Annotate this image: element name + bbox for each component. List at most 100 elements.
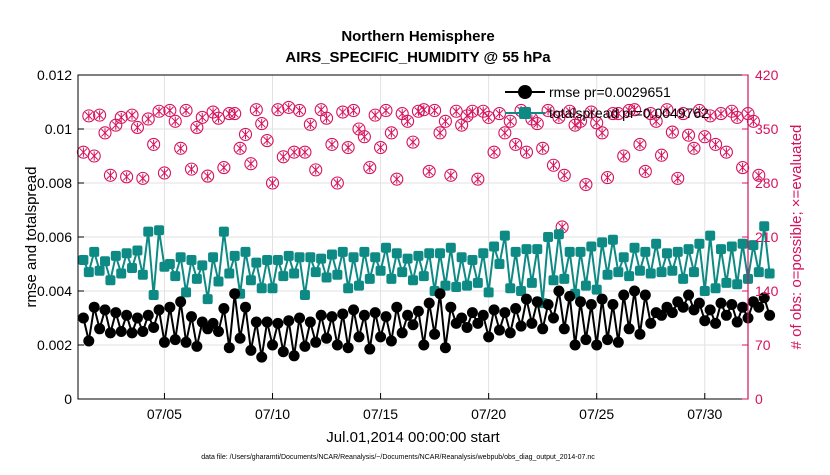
obs-evaluated-marker — [138, 173, 147, 183]
rmse-marker — [283, 315, 295, 327]
obs-evaluated-marker — [268, 178, 277, 188]
obs-evaluated-marker — [360, 132, 369, 142]
obs-evaluated-marker — [662, 105, 671, 115]
rmse-marker — [126, 327, 138, 339]
totalspread-marker — [348, 252, 359, 263]
obs-evaluated-marker — [479, 106, 488, 116]
obs-evaluated-marker — [387, 128, 396, 138]
obs-evaluated-marker — [754, 170, 763, 180]
totalspread-marker — [634, 265, 645, 276]
totalspread-marker — [694, 238, 705, 249]
obs-evaluated-marker — [192, 122, 201, 133]
obs-possible-marker — [174, 141, 188, 155]
rmse-marker — [683, 289, 695, 301]
obs-possible-marker — [595, 126, 609, 140]
y-right-tick-label: 0 — [755, 391, 763, 407]
totalspread-marker — [240, 246, 251, 257]
rmse-marker — [331, 339, 343, 351]
rmse-marker — [553, 285, 565, 297]
obs-possible-marker — [168, 114, 182, 128]
obs-evaluated-marker — [149, 139, 158, 150]
obs-possible-marker — [260, 134, 274, 148]
totalspread-marker — [602, 269, 613, 280]
rmse-marker — [715, 297, 727, 309]
obs-evaluated-marker — [338, 107, 347, 117]
rmse-marker — [77, 312, 89, 324]
obs-evaluated-marker — [246, 159, 255, 169]
rmse-marker — [88, 301, 100, 313]
totalspread-marker — [202, 294, 213, 305]
obs-possible-marker — [498, 126, 512, 140]
obs-evaluated-marker — [252, 105, 261, 115]
obs-evaluated-marker — [349, 105, 358, 116]
rmse-marker — [499, 307, 511, 319]
totalspread-marker — [699, 286, 710, 296]
totalspread-marker — [494, 259, 505, 269]
rmse-marker — [310, 336, 322, 348]
obs-possible-marker — [195, 110, 209, 124]
totalspread-marker — [359, 246, 370, 257]
totalspread-marker — [100, 256, 111, 267]
totalspread-marker — [413, 250, 424, 261]
rmse-marker — [218, 303, 230, 315]
obs-evaluated-marker — [79, 147, 88, 157]
obs-evaluated-marker — [355, 124, 363, 134]
obs-evaluated-marker — [155, 106, 164, 116]
totalspread-marker — [321, 272, 332, 283]
y-left-tick-label: 0.01 — [45, 121, 72, 137]
totalspread-marker — [440, 280, 451, 291]
totalspread-marker — [548, 275, 559, 286]
totalspread-marker — [251, 257, 262, 268]
totalspread-marker — [618, 252, 629, 263]
obs-possible-marker — [330, 176, 344, 190]
rmse-marker — [234, 332, 246, 344]
obs-possible-marker — [573, 114, 588, 128]
obs-evaluated-marker — [452, 106, 461, 116]
rmse-marker — [504, 327, 516, 339]
totalspread-marker — [154, 225, 165, 236]
rmse-marker — [115, 326, 127, 337]
totalspread-marker — [715, 244, 726, 255]
rmse-marker — [337, 308, 349, 320]
obs-possible-marker — [114, 110, 128, 124]
obs-possible-marker — [233, 141, 247, 155]
rmse-marker — [737, 301, 749, 313]
totalspread-marker — [710, 283, 721, 294]
rmse-marker — [758, 292, 770, 304]
obs-possible-marker — [179, 103, 193, 118]
obs-possible-marker — [130, 120, 144, 135]
rmse-marker — [731, 316, 743, 328]
obs-evaluated-marker — [722, 147, 731, 157]
totalspread-marker — [326, 249, 337, 260]
totalspread-marker — [532, 244, 543, 255]
totalspread-marker — [391, 248, 402, 259]
rmse-marker — [245, 344, 257, 356]
rmse-marker — [142, 309, 154, 321]
obs-possible-marker — [422, 164, 436, 178]
rmse-marker — [164, 301, 176, 313]
rmse-marker — [542, 299, 554, 310]
obs-possible-marker — [98, 126, 112, 140]
rmse-marker — [272, 317, 284, 329]
obs-evaluated-marker — [209, 107, 218, 117]
obs-possible-marker — [471, 172, 485, 186]
obs-possible-marker — [384, 126, 398, 140]
rmse-marker — [267, 339, 279, 351]
obs-possible-marker — [638, 164, 652, 178]
obs-evaluated-marker — [398, 108, 407, 119]
obs-evaluated-marker — [122, 172, 131, 182]
obs-evaluated-marker — [506, 116, 515, 126]
rmse-marker — [396, 327, 408, 339]
totalspread-marker — [759, 221, 770, 232]
obs-evaluated-marker — [365, 162, 374, 173]
totalspread-marker — [651, 238, 662, 249]
obs-evaluated-marker — [436, 128, 444, 138]
rmse-marker — [510, 303, 522, 315]
obs-evaluated-marker — [711, 139, 720, 150]
rmse-marker — [175, 296, 187, 308]
obs-evaluated-marker — [171, 116, 180, 126]
totalspread-marker — [283, 250, 294, 261]
obs-evaluated-marker — [344, 142, 353, 153]
obs-evaluated-marker — [425, 166, 434, 177]
